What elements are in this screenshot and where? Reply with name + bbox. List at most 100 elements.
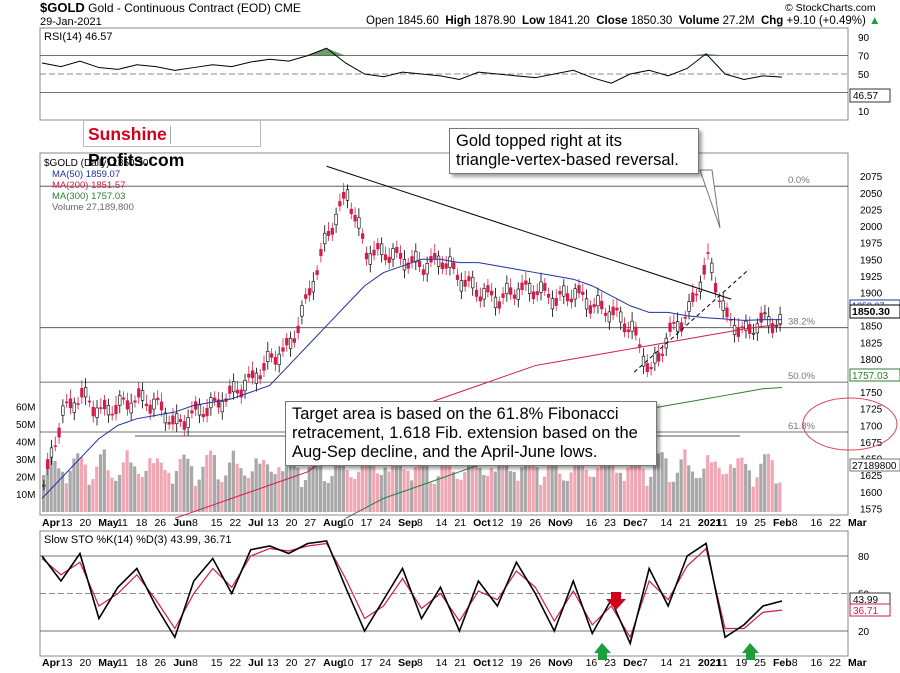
x-tick-label: 21 — [454, 657, 466, 669]
price-candle-body — [698, 281, 703, 293]
price-tick-1575: 1575 — [860, 504, 883, 515]
volume-bar — [717, 467, 721, 512]
price-candle-body — [304, 294, 308, 299]
volume-bar — [569, 472, 573, 512]
x-tick-label: 18 — [136, 657, 148, 669]
volume-bar — [284, 459, 289, 512]
price-candle-body — [607, 311, 611, 323]
volume-bar — [516, 480, 520, 512]
x-tick-label: 15 — [211, 657, 223, 669]
volume-bar — [383, 467, 387, 512]
price-candle-body — [452, 262, 456, 270]
volume-bar — [171, 483, 175, 512]
price-candle-body — [528, 282, 532, 294]
price-candle-body — [581, 291, 585, 295]
volume-bar — [303, 480, 308, 512]
rsi-tick-70: 70 — [858, 52, 870, 63]
x-tick-label: 26 — [529, 657, 541, 669]
volume-bar — [774, 483, 778, 512]
volume-bar — [690, 471, 695, 512]
price-tick-1600: 1600 — [860, 488, 883, 499]
price-candle-body — [687, 301, 691, 312]
sto-k-line — [41, 540, 783, 646]
price-candle-body — [102, 399, 107, 410]
x-tick-label: 11 — [117, 657, 128, 669]
volume-bar — [372, 466, 376, 512]
volume-bar — [136, 473, 141, 512]
price-candle-body — [110, 413, 114, 416]
volume-bar — [212, 454, 216, 512]
volume-bar — [273, 473, 277, 512]
x-tick-label: 16 — [586, 517, 598, 529]
price-candle-body — [383, 254, 388, 261]
price-candle-body — [258, 375, 262, 380]
price-candle-body — [584, 298, 589, 310]
volume-bar — [497, 460, 501, 512]
x-tick-label: 22 — [829, 517, 841, 529]
price-candle-body — [668, 322, 672, 332]
low-value: 1841.20 — [548, 15, 590, 27]
price-candle-body — [250, 370, 255, 379]
callout-pointer — [699, 169, 721, 229]
volume-bar — [269, 471, 273, 512]
price-candle-body — [84, 387, 88, 398]
volume-bar — [671, 481, 676, 512]
volume-bar — [235, 463, 239, 512]
volume-bar — [265, 464, 270, 512]
price-candle-body — [554, 297, 558, 306]
triangle-lower-line — [633, 268, 750, 373]
volume-bar — [561, 480, 566, 512]
volume-bar — [732, 467, 736, 512]
price-candle-body — [763, 312, 767, 315]
price-candle-body — [653, 352, 657, 364]
x-tick-label: Feb — [773, 517, 792, 529]
close-value: 1850.30 — [630, 15, 673, 27]
price-candle-body — [296, 325, 300, 334]
price-candle-body — [387, 256, 391, 263]
price-candle-body — [72, 402, 76, 413]
price-candle-body — [641, 355, 646, 367]
volume-bar — [186, 458, 190, 512]
target-circle — [802, 397, 898, 451]
volume-bar — [520, 467, 524, 512]
volume-bar — [455, 478, 459, 512]
volume-bar — [554, 450, 558, 512]
x-tick-label: 10 — [342, 657, 354, 669]
price-candle-body — [543, 283, 547, 291]
price-tick-1825: 1825 — [860, 338, 883, 349]
price-candle-body — [323, 232, 327, 245]
volume-bar — [565, 480, 569, 512]
x-tick-label: 15 — [211, 517, 223, 529]
price-candle-body — [770, 323, 775, 334]
price-candle-body — [683, 316, 687, 319]
volume-bar — [98, 454, 103, 512]
ma300-value-tag: 1757.03 — [849, 368, 900, 382]
price-candle-body — [65, 401, 69, 404]
volume-bar — [167, 472, 171, 512]
x-tick-label: 7 — [642, 517, 648, 529]
x-tick-label: Jul — [248, 657, 263, 669]
x-tick-label: 17 — [361, 657, 373, 669]
price-candle-body — [516, 288, 520, 300]
price-candle-body — [645, 363, 649, 372]
price-candle-body — [57, 427, 61, 438]
price-candle-body — [736, 327, 740, 337]
price-candle-body — [307, 288, 312, 296]
volume-bar — [326, 482, 330, 512]
volume-bar — [603, 461, 607, 512]
volume-bar — [193, 485, 197, 512]
volume-bar — [474, 462, 478, 512]
price-candle-body — [425, 262, 429, 275]
price-candle-body — [76, 403, 80, 405]
price-candle-body — [228, 385, 232, 394]
volume-bar — [341, 448, 345, 512]
exchange: CME — [274, 1, 301, 15]
price-candle-body — [125, 400, 130, 410]
price-candle-body — [440, 262, 444, 270]
volume-bar — [53, 460, 57, 512]
volume-bar — [694, 478, 698, 512]
price-candle-body — [463, 279, 467, 287]
volume-bar — [79, 457, 84, 512]
price-candle-body — [505, 282, 509, 295]
price-candle-body — [702, 265, 706, 275]
